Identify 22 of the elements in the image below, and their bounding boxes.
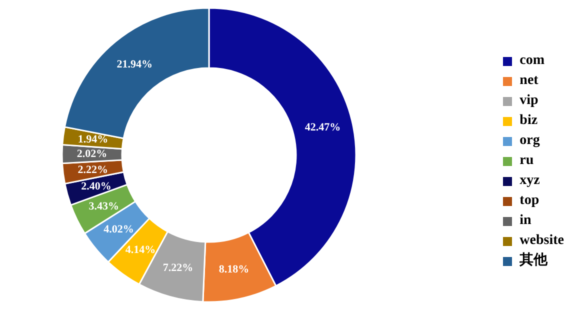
legend-label: biz: [520, 112, 538, 130]
legend-label: vip: [520, 92, 538, 110]
data-label: 8.18%: [218, 263, 250, 276]
legend-label: com: [520, 52, 545, 70]
legend-label: top: [520, 192, 540, 210]
data-label: 7.22%: [162, 262, 194, 274]
data-label: 42.47%: [304, 122, 341, 134]
legend-label: net: [520, 72, 538, 90]
data-label: 2.02%: [76, 148, 108, 160]
data-label: 1.94%: [78, 134, 108, 146]
legend-label: ru: [520, 152, 534, 170]
data-label: 2.40%: [81, 180, 112, 192]
data-label: 4.14%: [125, 244, 156, 256]
legend-label: 其他: [520, 251, 548, 270]
data-label: 2.22%: [78, 164, 108, 176]
legend-label: org: [520, 132, 540, 150]
legend-label: xyz: [520, 172, 540, 190]
data-label: 4.02%: [104, 223, 134, 236]
legend-label: website: [520, 232, 564, 250]
legend-label: in: [520, 212, 532, 230]
data-label: 3.43%: [88, 200, 120, 212]
data-label: 21.94%: [116, 58, 152, 71]
